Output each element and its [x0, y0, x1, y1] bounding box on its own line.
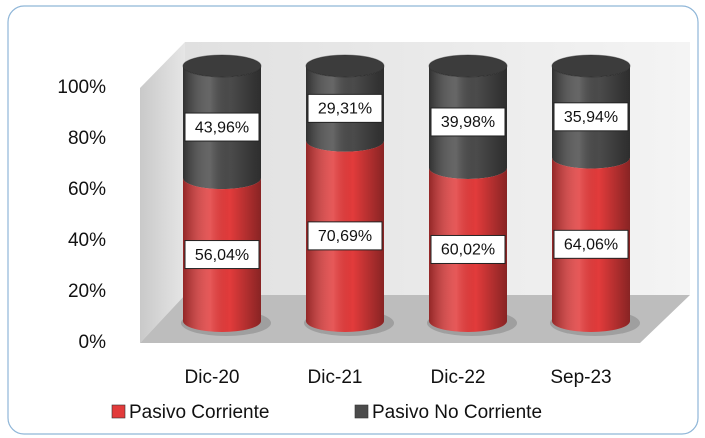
data-label-box: [307, 221, 383, 251]
legend-swatch: [354, 404, 369, 419]
legend-label: Pasivo Corriente: [129, 402, 269, 423]
data-label: 39,98%: [441, 114, 495, 131]
data-label-box: [184, 112, 260, 142]
data-label-box: [553, 102, 629, 132]
data-label: 56,04%: [195, 247, 249, 264]
data-label-box: [430, 107, 506, 137]
y-tick-label: 80%: [68, 128, 106, 149]
x-tick-label: Dic-20: [185, 367, 240, 388]
data-label: 60,02%: [441, 242, 495, 259]
cylinder-top: [428, 54, 508, 78]
data-label-box: [184, 240, 260, 270]
y-tick-label: 40%: [68, 230, 106, 251]
cylinder-top: [551, 54, 631, 78]
data-label: 43,96%: [195, 119, 249, 136]
x-tick-label: Dic-22: [431, 367, 486, 388]
data-label-box: [307, 93, 383, 123]
data-label: 29,31%: [318, 101, 372, 118]
cylinder-top: [182, 54, 262, 78]
y-tick-label: 0%: [79, 332, 107, 353]
legend-label: Pasivo No Corriente: [372, 402, 542, 423]
data-label-box: [430, 234, 506, 264]
data-label: 35,94%: [564, 109, 618, 126]
data-label: 64,06%: [564, 237, 618, 254]
x-tick-label: Sep-23: [550, 367, 611, 388]
cylinder-top: [305, 54, 385, 78]
y-tick-label: 60%: [68, 179, 106, 200]
data-label: 70,69%: [318, 228, 372, 245]
x-tick-label: Dic-21: [308, 367, 363, 388]
y-tick-label: 100%: [57, 77, 106, 98]
data-label-box: [553, 229, 629, 259]
legend-swatch: [111, 404, 126, 419]
y-tick-label: 20%: [68, 281, 106, 302]
side-wall: [140, 42, 185, 343]
